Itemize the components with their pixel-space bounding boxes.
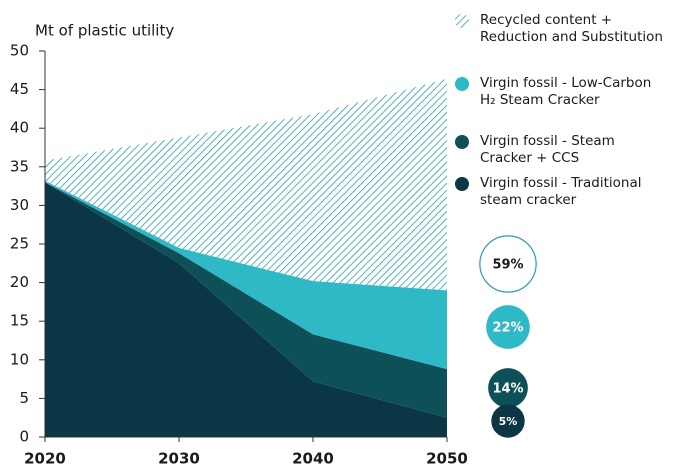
x-tick-label: 2050 [426, 450, 468, 467]
x-tick-label: 2040 [292, 450, 334, 467]
legend-marker [455, 77, 469, 91]
y-axis-title: Mt of plastic utility [35, 22, 174, 40]
share-bubble [488, 368, 528, 408]
share-bubble [479, 235, 537, 293]
area [45, 182, 447, 437]
y-tick-label: 10 [10, 350, 29, 368]
x-tick-label: 2030 [158, 450, 200, 467]
y-tick-label: 20 [10, 273, 29, 291]
share-bubble [491, 404, 525, 438]
share-label: 22% [492, 321, 523, 336]
share-label: 5% [499, 415, 518, 428]
legend-label: Virgin fossil - Low-Carbon H₂ Steam Crac… [480, 75, 652, 108]
area [45, 180, 447, 370]
legend-marker [455, 177, 469, 191]
x-tick-label: 2020 [24, 450, 66, 467]
y-tick-label: 40 [10, 119, 29, 137]
legend-marker [455, 135, 469, 149]
legend-label: Recycled content + Reduction and Substit… [480, 12, 663, 45]
legend-label: Virgin fossil - Steam Cracker + CCS [480, 133, 615, 166]
y-tick-label: 5 [19, 389, 29, 407]
y-tick-label: 15 [10, 312, 29, 330]
legend-label: Virgin fossil - Traditional steam cracke… [480, 175, 642, 208]
area [45, 182, 447, 418]
legend-marker [455, 14, 469, 28]
y-tick-label: 30 [10, 196, 29, 214]
share-label: 14% [492, 382, 523, 397]
y-tick-label: 0 [19, 428, 29, 446]
share-label: 59% [492, 258, 523, 273]
y-tick-label: 45 [10, 80, 29, 98]
area [45, 78, 447, 291]
share-bubble [486, 305, 530, 349]
y-tick-label: 50 [10, 42, 29, 60]
y-tick-label: 25 [10, 235, 29, 253]
y-tick-label: 35 [10, 157, 29, 175]
